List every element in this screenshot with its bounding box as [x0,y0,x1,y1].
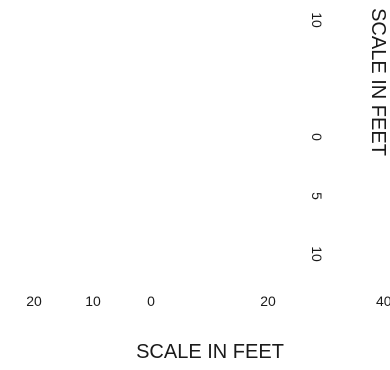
v-scale-label: SCALE IN FEET [367,8,389,156]
h-scale-label: SCALE IN FEET [136,341,284,363]
v-tick-10-bottom: 10 [309,246,325,262]
v-tick-10-top: 10 [309,12,325,28]
v-tick-0: 0 [309,133,325,141]
h-tick-0: 0 [147,293,155,309]
vertical-scale: 10 0 5 10 SCALE IN FEET [309,8,389,262]
h-tick-20-left: 20 [26,293,42,309]
h-tick-40: 40 [376,293,390,309]
horizontal-scale: 20 10 0 20 40 SCALE IN FEET [26,293,390,363]
h-tick-20-right: 20 [260,293,276,309]
h-tick-10: 10 [85,293,101,309]
v-tick-5: 5 [309,192,325,200]
